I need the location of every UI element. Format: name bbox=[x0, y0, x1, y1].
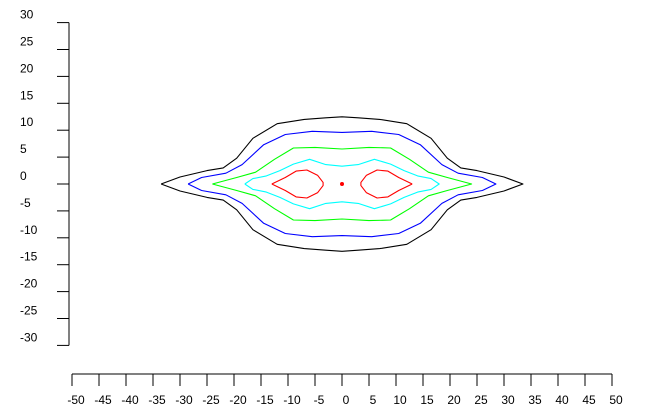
x-tick-label: 40 bbox=[555, 393, 569, 407]
x-tick-label: 5 bbox=[370, 393, 377, 407]
x-tick-label: -25 bbox=[202, 393, 220, 407]
contour-line-5 bbox=[271, 169, 324, 199]
x-axis: -50 -45 -40 -35 -30 -25 -20 -15 -10 -5 0 5 10 15 20 25 3… bbox=[67, 373, 623, 407]
y-tick-label: 5 bbox=[20, 142, 27, 156]
y-tick-label: 0 bbox=[20, 169, 27, 183]
x-tick-label: -45 bbox=[94, 393, 112, 407]
y-tick-label: -15 bbox=[20, 250, 38, 264]
x-tick-label: 15 bbox=[420, 393, 434, 407]
y-tick-label: 20 bbox=[20, 61, 34, 75]
x-tick-label: 35 bbox=[528, 393, 542, 407]
contour-lines bbox=[160, 116, 524, 252]
contour-line-4 bbox=[244, 158, 440, 210]
y-tick-label: -25 bbox=[20, 304, 38, 318]
x-tick-label: 50 bbox=[609, 393, 623, 407]
x-tick-label: -10 bbox=[283, 393, 301, 407]
x-tick-label: -35 bbox=[148, 393, 166, 407]
y-tick-label: -30 bbox=[20, 330, 38, 344]
x-tick-label: 45 bbox=[582, 393, 596, 407]
center-point bbox=[340, 182, 344, 186]
x-tick-label: 25 bbox=[474, 393, 488, 407]
contour-line-2 bbox=[187, 130, 497, 238]
y-tick-label: 25 bbox=[20, 35, 34, 49]
contour-line-3 bbox=[212, 146, 473, 222]
y-tick-label: -10 bbox=[20, 223, 38, 237]
y-tick-label: 15 bbox=[20, 88, 34, 102]
x-tick-label: -5 bbox=[314, 393, 325, 407]
x-tick-label: -20 bbox=[229, 393, 247, 407]
contour-line-6 bbox=[360, 169, 413, 199]
y-tick-label: 30 bbox=[20, 8, 34, 22]
x-tick-label: 0 bbox=[343, 393, 350, 407]
y-tick-label: -5 bbox=[20, 196, 31, 210]
x-tick-label: -50 bbox=[67, 393, 85, 407]
y-tick-label: 10 bbox=[20, 115, 34, 129]
x-tick-label: 10 bbox=[393, 393, 407, 407]
x-tick-label: -30 bbox=[175, 393, 193, 407]
contour-line-1 bbox=[160, 116, 524, 252]
y-tick-label: -20 bbox=[20, 277, 38, 291]
y-axis: 30 25 20 15 10 5 0 -5 -10 -15 -20 -25 -30 bbox=[20, 8, 70, 346]
x-tick-label: -15 bbox=[256, 393, 274, 407]
x-tick-label: 20 bbox=[447, 393, 461, 407]
x-tick-label: -40 bbox=[121, 393, 139, 407]
x-tick-label: 30 bbox=[501, 393, 515, 407]
